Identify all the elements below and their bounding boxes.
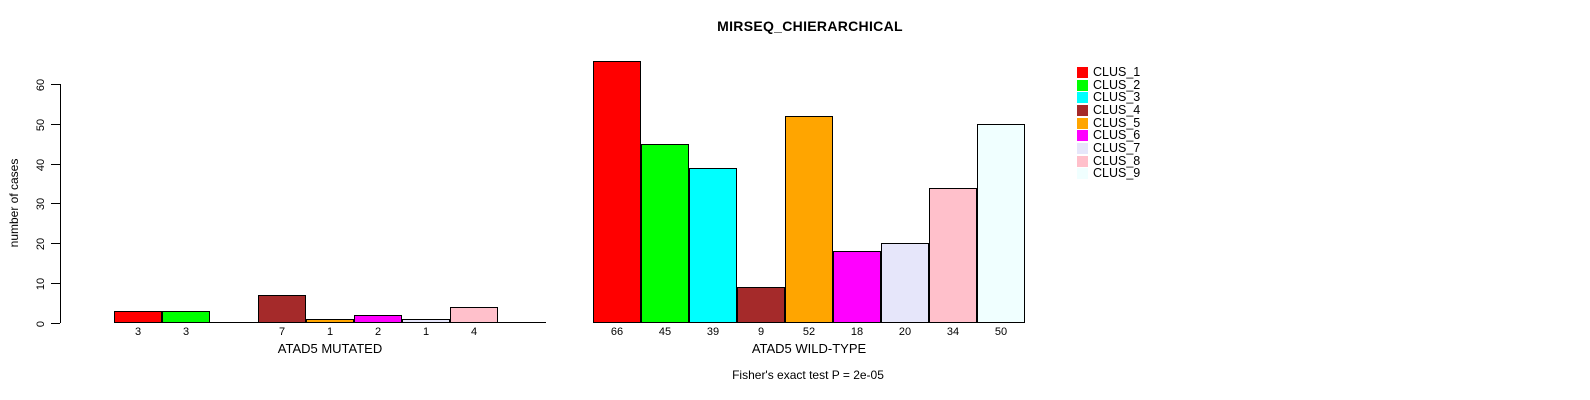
legend-swatch — [1077, 92, 1088, 104]
chart-title: MIRSEQ_CHIERARCHICAL — [717, 18, 903, 34]
bar-value-label: 66 — [610, 326, 624, 338]
bar-clus-5 — [785, 116, 833, 323]
x-axis-label-atad5-wild-type: ATAD5 WILD-TYPE — [751, 341, 867, 356]
legend-swatch — [1077, 130, 1088, 142]
legend-item: CLUS_1 — [1077, 66, 1140, 79]
legend-item: CLUS_2 — [1077, 77, 1141, 92]
y-tick — [51, 203, 60, 204]
y-tick-label: 50 — [35, 118, 47, 131]
y-tick — [51, 243, 60, 244]
bar-value-label: 1 — [422, 326, 430, 338]
bar-clus-4 — [258, 295, 306, 323]
legend-label: CLUS_4 — [1093, 102, 1141, 117]
bar-value-label: 45 — [658, 326, 672, 338]
bar-value-label: 18 — [850, 326, 864, 338]
bar-clus-6 — [354, 315, 402, 323]
legend-item: CLUS_5 — [1077, 115, 1141, 130]
y-axis-title: number of cases — [7, 158, 21, 248]
bar-clus-2 — [641, 144, 689, 323]
bar-clus-4 — [737, 287, 785, 323]
bar-value-label: 2 — [374, 326, 382, 338]
y-tick — [51, 84, 60, 85]
legend-label: CLUS_7 — [1093, 140, 1141, 155]
legend-item: CLUS_4 — [1077, 104, 1140, 117]
y-axis-line — [60, 84, 61, 323]
fisher-test-note: Fisher's exact test P = 2e-05 — [732, 368, 884, 382]
y-tick — [51, 164, 60, 165]
legend: CLUS_1 CLUS_2 CLUS_3 CLUS_4 CLUS_5 CLUS_6 CLUS… — [1077, 66, 1140, 180]
bar-value-label: 34 — [946, 326, 960, 338]
legend-swatch — [1077, 142, 1088, 154]
bar-clus-3 — [689, 168, 737, 323]
y-tick-label: 20 — [35, 237, 47, 250]
y-tick-label: 10 — [35, 277, 47, 290]
legend-swatch — [1077, 155, 1088, 167]
legend-swatch — [1077, 117, 1088, 129]
y-tick-label: 30 — [35, 197, 47, 210]
legend-label: CLUS_6 — [1093, 128, 1141, 143]
bar-clus-2 — [162, 311, 210, 323]
legend-label: CLUS_5 — [1093, 115, 1141, 130]
bar-clus-7 — [402, 319, 450, 323]
legend-item: CLUS_9 — [1077, 166, 1141, 181]
y-tick — [51, 323, 60, 324]
y-tick-label: 0 — [35, 320, 47, 327]
bar-clus-5 — [306, 319, 354, 323]
bar-value-label: 9 — [757, 326, 765, 338]
bar-value-label: 4 — [470, 326, 478, 338]
legend-label: CLUS_1 — [1093, 64, 1141, 79]
bar-value-label: 39 — [706, 326, 720, 338]
legend-swatch — [1077, 168, 1088, 180]
bar-clus-1 — [593, 61, 641, 323]
y-tick-label: 60 — [35, 78, 47, 91]
bar-value-label: 1 — [326, 326, 334, 338]
legend-item: CLUS_7 — [1077, 142, 1140, 155]
bar-clus-7 — [881, 243, 929, 323]
y-tick — [51, 124, 60, 125]
bar-value-label: 3 — [134, 326, 142, 338]
legend-label: CLUS_8 — [1093, 153, 1141, 168]
bar-clus-6 — [833, 251, 881, 323]
x-axis-label-atad5-mutated: ATAD5 MUTATED — [277, 341, 383, 356]
bar-clus-8 — [929, 188, 977, 323]
bar-value-label: 50 — [994, 326, 1008, 338]
bar-value-label: 7 — [278, 326, 286, 338]
bar-value-label: 3 — [182, 326, 190, 338]
legend-swatch — [1077, 104, 1088, 116]
legend-label: CLUS_9 — [1093, 166, 1141, 181]
bar-clus-8 — [450, 307, 498, 323]
bar-clus-9 — [977, 124, 1025, 323]
y-tick-label: 40 — [35, 158, 47, 171]
legend-item: CLUS_6 — [1077, 129, 1140, 142]
legend-item: CLUS_8 — [1077, 153, 1141, 168]
bar-clus-1 — [114, 311, 162, 323]
legend-label: CLUS_3 — [1093, 90, 1141, 105]
legend-label: CLUS_2 — [1093, 77, 1141, 92]
y-tick — [51, 283, 60, 284]
legend-swatch — [1077, 66, 1088, 78]
legend-swatch — [1077, 79, 1088, 91]
bar-value-label: 20 — [898, 326, 912, 338]
legend-item: CLUS_3 — [1077, 91, 1140, 104]
bar-value-label: 52 — [802, 326, 816, 338]
